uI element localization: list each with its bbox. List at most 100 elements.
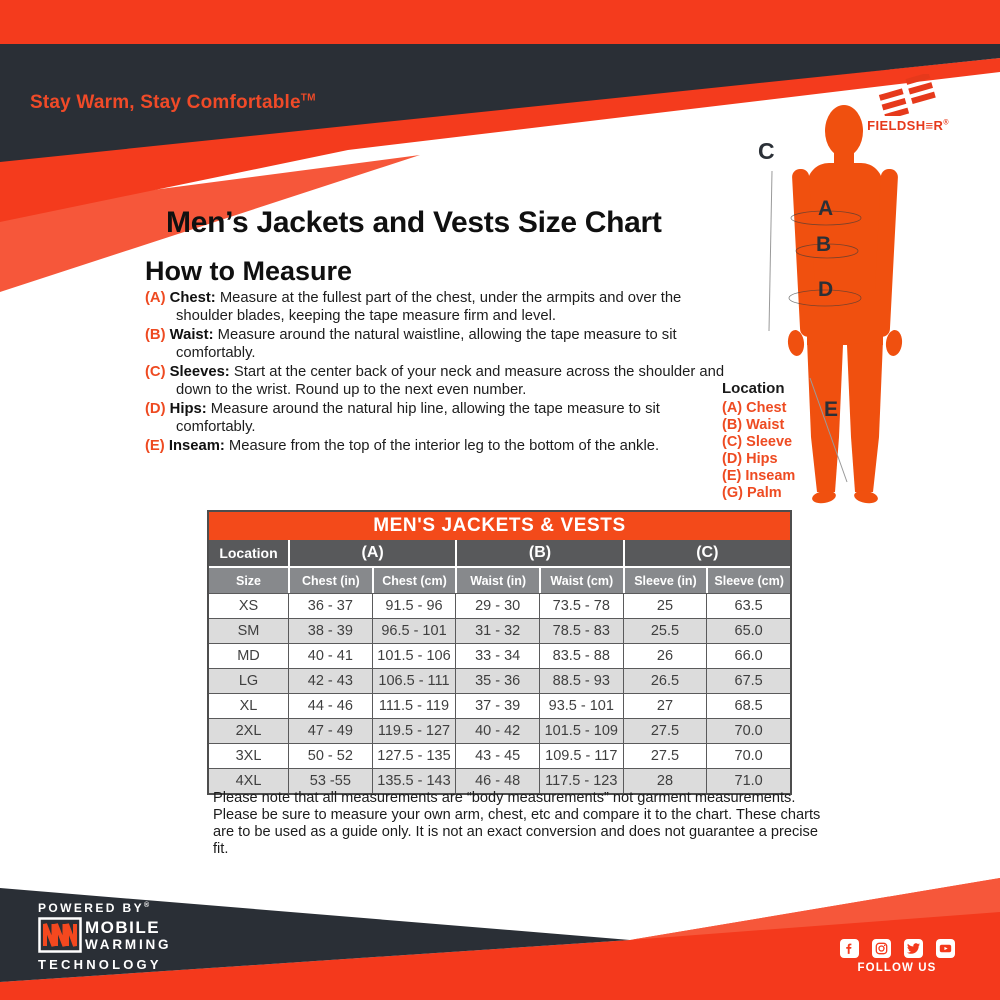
header-decoration bbox=[0, 0, 1000, 292]
cell: 4XL bbox=[209, 768, 288, 793]
group-header-c: (C) bbox=[622, 540, 790, 568]
cell: 26 bbox=[622, 643, 707, 668]
cell: 73.5 - 78 bbox=[538, 593, 623, 618]
measure-item-waist: (B) Waist: Measure around the natural wa… bbox=[145, 326, 727, 362]
cell: XL bbox=[209, 693, 288, 718]
cell: 119.5 - 127 bbox=[371, 718, 456, 743]
instagram-icon[interactable] bbox=[871, 939, 891, 958]
inseam-measure-line bbox=[809, 377, 848, 483]
cell: 40 - 41 bbox=[288, 643, 372, 668]
cell: LG bbox=[209, 668, 288, 693]
cell: 28 bbox=[622, 768, 707, 793]
col-header-waist-cm: Waist (cm) bbox=[538, 568, 623, 593]
col-header-sleeve-in: Sleeve (in) bbox=[622, 568, 707, 593]
registered-symbol: ® bbox=[943, 119, 949, 127]
cell: 65.0 bbox=[706, 618, 790, 643]
cell: 78.5 - 83 bbox=[538, 618, 623, 643]
group-header-b: (B) bbox=[455, 540, 623, 568]
facebook-icon[interactable] bbox=[839, 939, 859, 958]
marker-e: E bbox=[824, 398, 839, 421]
cell: 31 - 32 bbox=[455, 618, 539, 643]
cell: 27.5 bbox=[622, 743, 707, 768]
cell: 117.5 - 123 bbox=[538, 768, 623, 793]
cell: 101.5 - 109 bbox=[538, 718, 623, 743]
disclaimer-note: Please note that all measurements are “b… bbox=[213, 790, 821, 857]
table-title: MEN'S JACKETS & VESTS bbox=[209, 512, 790, 540]
legend-item-hips: (D) Hips bbox=[722, 451, 778, 467]
cell: 43 - 45 bbox=[455, 743, 539, 768]
how-to-measure-heading: How to Measure bbox=[145, 256, 353, 286]
cell: 47 - 49 bbox=[288, 718, 372, 743]
cell: SM bbox=[209, 618, 288, 643]
cell: 42 - 43 bbox=[288, 668, 372, 693]
cell: 35 - 36 bbox=[455, 668, 539, 693]
col-header-chest-cm: Chest (cm) bbox=[371, 568, 456, 593]
cell: 109.5 - 117 bbox=[538, 743, 623, 768]
item-term: Sleeves: bbox=[169, 364, 230, 380]
cell: 53 -55 bbox=[288, 768, 372, 793]
cell: 83.5 - 88 bbox=[538, 643, 623, 668]
youtube-icon[interactable] bbox=[935, 939, 955, 958]
legend-item-palm: (G) Palm bbox=[722, 485, 782, 501]
mens-jackets-vests-size-table: MEN'S JACKETS & VESTS Location (A) (B) (… bbox=[209, 512, 790, 793]
measure-item-inseam: (E) Inseam: Measure from the top of the … bbox=[145, 437, 727, 455]
item-term: Inseam: bbox=[168, 438, 225, 454]
cell: 25.5 bbox=[622, 618, 707, 643]
item-tag: (E) bbox=[145, 438, 165, 454]
social-block: FOLLOW US bbox=[838, 939, 956, 974]
twitter-icon[interactable] bbox=[903, 939, 923, 958]
logo-word-mobile: MOBILE bbox=[85, 917, 161, 937]
item-tag: (A) bbox=[145, 290, 166, 306]
cell: 27.5 bbox=[622, 718, 707, 743]
legend-item-chest: (A) Chest bbox=[722, 400, 787, 416]
body-measurement-figure bbox=[768, 105, 903, 504]
col-header-chest-in: Chest (in) bbox=[288, 568, 372, 593]
cell: XS bbox=[209, 593, 288, 618]
measure-item-sleeves: (C) Sleeves: Start at the center back of… bbox=[145, 363, 727, 399]
item-desc: Start at the center back of your neck an… bbox=[176, 364, 725, 398]
table-row-lg: LG 42 - 43 106.5 - 111 35 - 36 88.5 - 93 26.5… bbox=[209, 668, 790, 693]
sleeve-measure-line bbox=[768, 170, 773, 332]
cell: 67.5 bbox=[706, 668, 790, 693]
table-row-md: MD 40 - 41 101.5 - 106 33 - 34 83.5 - 88 26 66… bbox=[209, 643, 790, 668]
fieldsheer-stripes-icon bbox=[878, 74, 936, 116]
cell: 70.0 bbox=[706, 743, 790, 768]
cell: 101.5 - 106 bbox=[371, 643, 456, 668]
item-desc: Measure at the fullest part of the chest… bbox=[176, 290, 682, 324]
cell: 37 - 39 bbox=[455, 693, 539, 718]
item-desc: Measure around the natural waistline, al… bbox=[176, 327, 677, 361]
fieldsheer-wordmark: FIELDSH≡R® bbox=[867, 118, 949, 133]
fieldsheer-logo: FIELDSH≡R® bbox=[858, 74, 958, 133]
cell: 38 - 39 bbox=[288, 618, 372, 643]
table-row-2xl: 2XL 47 - 49 119.5 - 127 40 - 42 101.5 - 109 2… bbox=[209, 718, 790, 743]
cell: 93.5 - 101 bbox=[538, 693, 623, 718]
page-title: Men’s Jackets and Vests Size Chart bbox=[166, 206, 662, 239]
powered-by-label: POWERED BY® bbox=[38, 901, 152, 915]
table-row-xs: XS 36 - 37 91.5 - 96 29 - 30 73.5 - 78 25 63.5 bbox=[209, 593, 790, 618]
cell: 63.5 bbox=[706, 593, 790, 618]
table-row-4xl: 4XL 53 -55 135.5 - 143 46 - 48 117.5 - 123 28… bbox=[209, 768, 790, 793]
cell: 44 - 46 bbox=[288, 693, 372, 718]
item-tag: (B) bbox=[145, 327, 166, 343]
cell: 91.5 - 96 bbox=[371, 593, 456, 618]
marker-c: C bbox=[758, 138, 775, 164]
cell: 71.0 bbox=[706, 768, 790, 793]
cell: 40 - 42 bbox=[455, 718, 539, 743]
cell: 36 - 37 bbox=[288, 593, 372, 618]
cell: 3XL bbox=[209, 743, 288, 768]
legend-item-inseam: (E) Inseam bbox=[722, 468, 796, 484]
logo-word-technology: TECHNOLOGY bbox=[38, 957, 162, 972]
follow-us-label: FOLLOW US bbox=[857, 962, 937, 974]
marker-a: A bbox=[818, 197, 834, 220]
legend-item-waist: (B) Waist bbox=[722, 417, 785, 433]
col-header-size: Size bbox=[209, 568, 288, 593]
table-corner-header: Location bbox=[209, 540, 288, 568]
cell: 70.0 bbox=[706, 718, 790, 743]
cell: 106.5 - 111 bbox=[371, 668, 456, 693]
cell: 111.5 - 119 bbox=[371, 693, 456, 718]
item-tag: (D) bbox=[145, 401, 166, 417]
measure-item-chest: (A) Chest: Measure at the fullest part o… bbox=[145, 289, 727, 325]
mobile-warming-logo-icon bbox=[38, 917, 82, 953]
cell: 96.5 - 101 bbox=[371, 618, 456, 643]
